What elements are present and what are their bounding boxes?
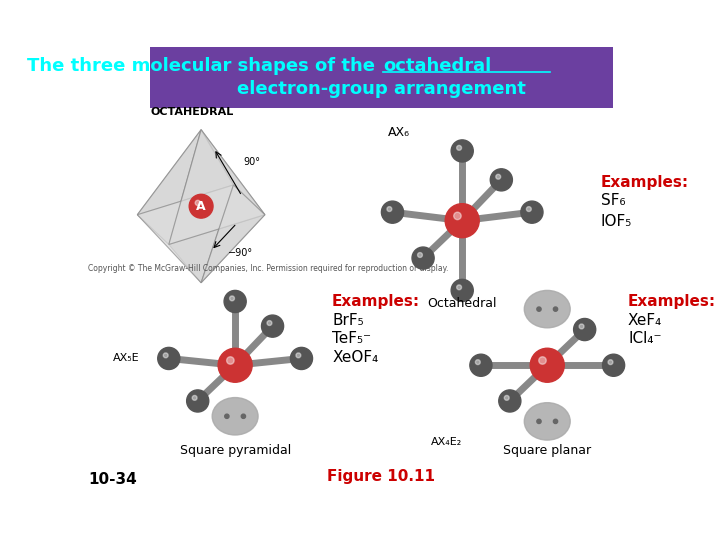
Polygon shape <box>168 215 265 283</box>
Text: AX₄E₂: AX₄E₂ <box>431 437 462 447</box>
Circle shape <box>267 321 272 326</box>
Circle shape <box>603 354 625 376</box>
Polygon shape <box>201 185 265 283</box>
Circle shape <box>530 348 564 382</box>
Circle shape <box>456 285 462 290</box>
Circle shape <box>456 145 462 150</box>
Circle shape <box>186 390 209 412</box>
Circle shape <box>227 357 234 364</box>
Text: Examples:: Examples: <box>332 294 420 309</box>
Circle shape <box>579 324 584 329</box>
Circle shape <box>554 307 558 311</box>
Polygon shape <box>138 185 233 283</box>
Circle shape <box>296 353 301 358</box>
Circle shape <box>499 390 521 412</box>
Circle shape <box>158 347 180 369</box>
Text: ICl₄⁻: ICl₄⁻ <box>628 331 662 346</box>
Text: XeOF₄: XeOF₄ <box>332 350 378 365</box>
Ellipse shape <box>524 291 570 328</box>
Polygon shape <box>168 130 265 245</box>
Circle shape <box>475 360 480 365</box>
Circle shape <box>554 419 558 423</box>
Circle shape <box>490 169 513 191</box>
Circle shape <box>192 395 197 400</box>
Circle shape <box>451 140 473 162</box>
Circle shape <box>290 347 312 369</box>
FancyBboxPatch shape <box>150 47 613 109</box>
Circle shape <box>189 194 213 218</box>
Circle shape <box>225 414 229 418</box>
Circle shape <box>574 319 595 341</box>
Text: AX₆: AX₆ <box>387 126 410 139</box>
Circle shape <box>218 348 252 382</box>
Circle shape <box>445 204 480 238</box>
Polygon shape <box>201 130 265 215</box>
Ellipse shape <box>524 403 570 440</box>
Circle shape <box>521 201 543 223</box>
Circle shape <box>261 315 284 337</box>
Text: Examples:: Examples: <box>600 175 689 190</box>
Text: Figure 10.11: Figure 10.11 <box>328 469 436 484</box>
Text: OCTAHEDRAL: OCTAHEDRAL <box>151 107 234 117</box>
Text: XeF₄: XeF₄ <box>628 313 662 328</box>
Circle shape <box>412 247 434 269</box>
Text: Octahedral: Octahedral <box>428 297 497 310</box>
Text: The three molecular shapes of the: The three molecular shapes of the <box>27 57 382 75</box>
Polygon shape <box>138 130 201 245</box>
Text: AX₅E: AX₅E <box>113 354 140 363</box>
Circle shape <box>537 307 541 311</box>
Circle shape <box>451 279 473 301</box>
Text: 10-34: 10-34 <box>88 472 137 487</box>
Circle shape <box>382 201 403 223</box>
Text: Copyright © The McGraw-Hill Companies, Inc. Permission required for reproduction: Copyright © The McGraw-Hill Companies, I… <box>88 264 449 273</box>
Circle shape <box>230 296 235 301</box>
Text: Examples:: Examples: <box>628 294 716 309</box>
Text: Square pyramidal: Square pyramidal <box>179 444 291 457</box>
Circle shape <box>241 414 246 418</box>
Circle shape <box>163 353 168 358</box>
Circle shape <box>537 419 541 423</box>
Text: octahedral: octahedral <box>383 57 491 75</box>
Circle shape <box>224 291 246 313</box>
Text: electron-group arrangement: electron-group arrangement <box>237 80 526 98</box>
Circle shape <box>504 395 509 400</box>
Circle shape <box>526 207 531 212</box>
Text: 90°: 90° <box>243 157 261 167</box>
Text: SF₆: SF₆ <box>600 193 626 208</box>
Circle shape <box>470 354 492 376</box>
Circle shape <box>608 360 613 365</box>
Circle shape <box>454 212 462 220</box>
Circle shape <box>195 200 200 206</box>
Polygon shape <box>138 130 233 215</box>
Circle shape <box>387 207 392 212</box>
Text: −90°: −90° <box>228 247 253 258</box>
Text: TeF₅⁻: TeF₅⁻ <box>332 331 371 346</box>
Ellipse shape <box>212 397 258 435</box>
Text: A: A <box>197 200 206 213</box>
Text: IOF₅: IOF₅ <box>600 214 632 229</box>
Circle shape <box>418 253 423 258</box>
Circle shape <box>496 174 500 179</box>
Circle shape <box>539 357 546 364</box>
Text: BrF₅: BrF₅ <box>332 313 364 328</box>
Text: Square planar: Square planar <box>503 444 591 457</box>
